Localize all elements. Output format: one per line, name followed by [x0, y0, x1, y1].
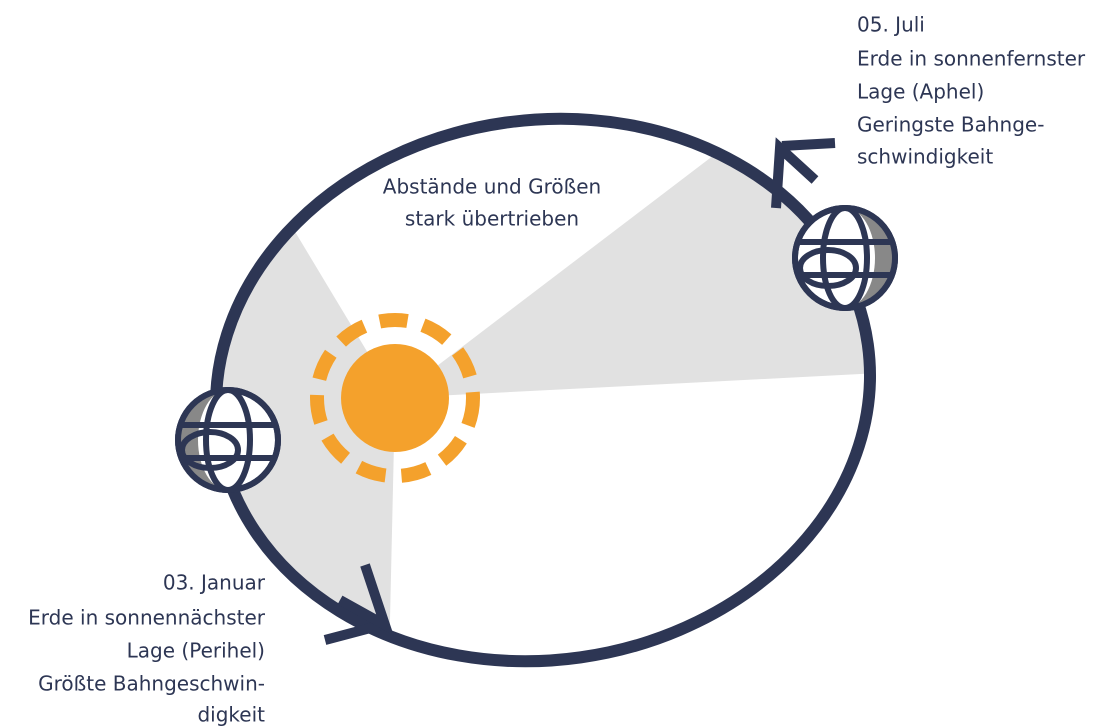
- label-line: 05. Juli: [857, 13, 925, 37]
- earth-perihelion: [178, 390, 278, 490]
- label-line: Geringste Bahnge-: [857, 113, 1044, 137]
- note-line: Abstände und Größen: [383, 175, 601, 199]
- aphelion-label: 05. Juli Erde in sonnenfernster Lage (Ap…: [857, 13, 1086, 169]
- label-line: Größte Bahngeschwin-: [38, 672, 265, 696]
- label-line: 03. Januar: [163, 571, 266, 595]
- label-line: Erde in sonnenfernster: [857, 47, 1086, 71]
- perihelion-label: 03. Januar Erde in sonnennächster Lage (…: [28, 571, 266, 727]
- label-line: Erde in sonnennächster: [28, 606, 266, 630]
- label-line: schwindigkeit: [857, 145, 993, 169]
- label-line: digkeit: [197, 703, 265, 727]
- arrow-tail: [782, 143, 835, 146]
- note: Abstände und Größen stark übertrieben: [383, 175, 601, 231]
- orbit-diagram: Abstände und Größen stark übertrieben 05…: [0, 0, 1105, 727]
- label-line: Lage (Perihel): [127, 639, 265, 663]
- note-line: stark übertrieben: [405, 207, 579, 231]
- earth-aphelion: [795, 208, 895, 308]
- label-line: Lage (Aphel): [857, 80, 984, 104]
- sun-disc: [341, 344, 449, 452]
